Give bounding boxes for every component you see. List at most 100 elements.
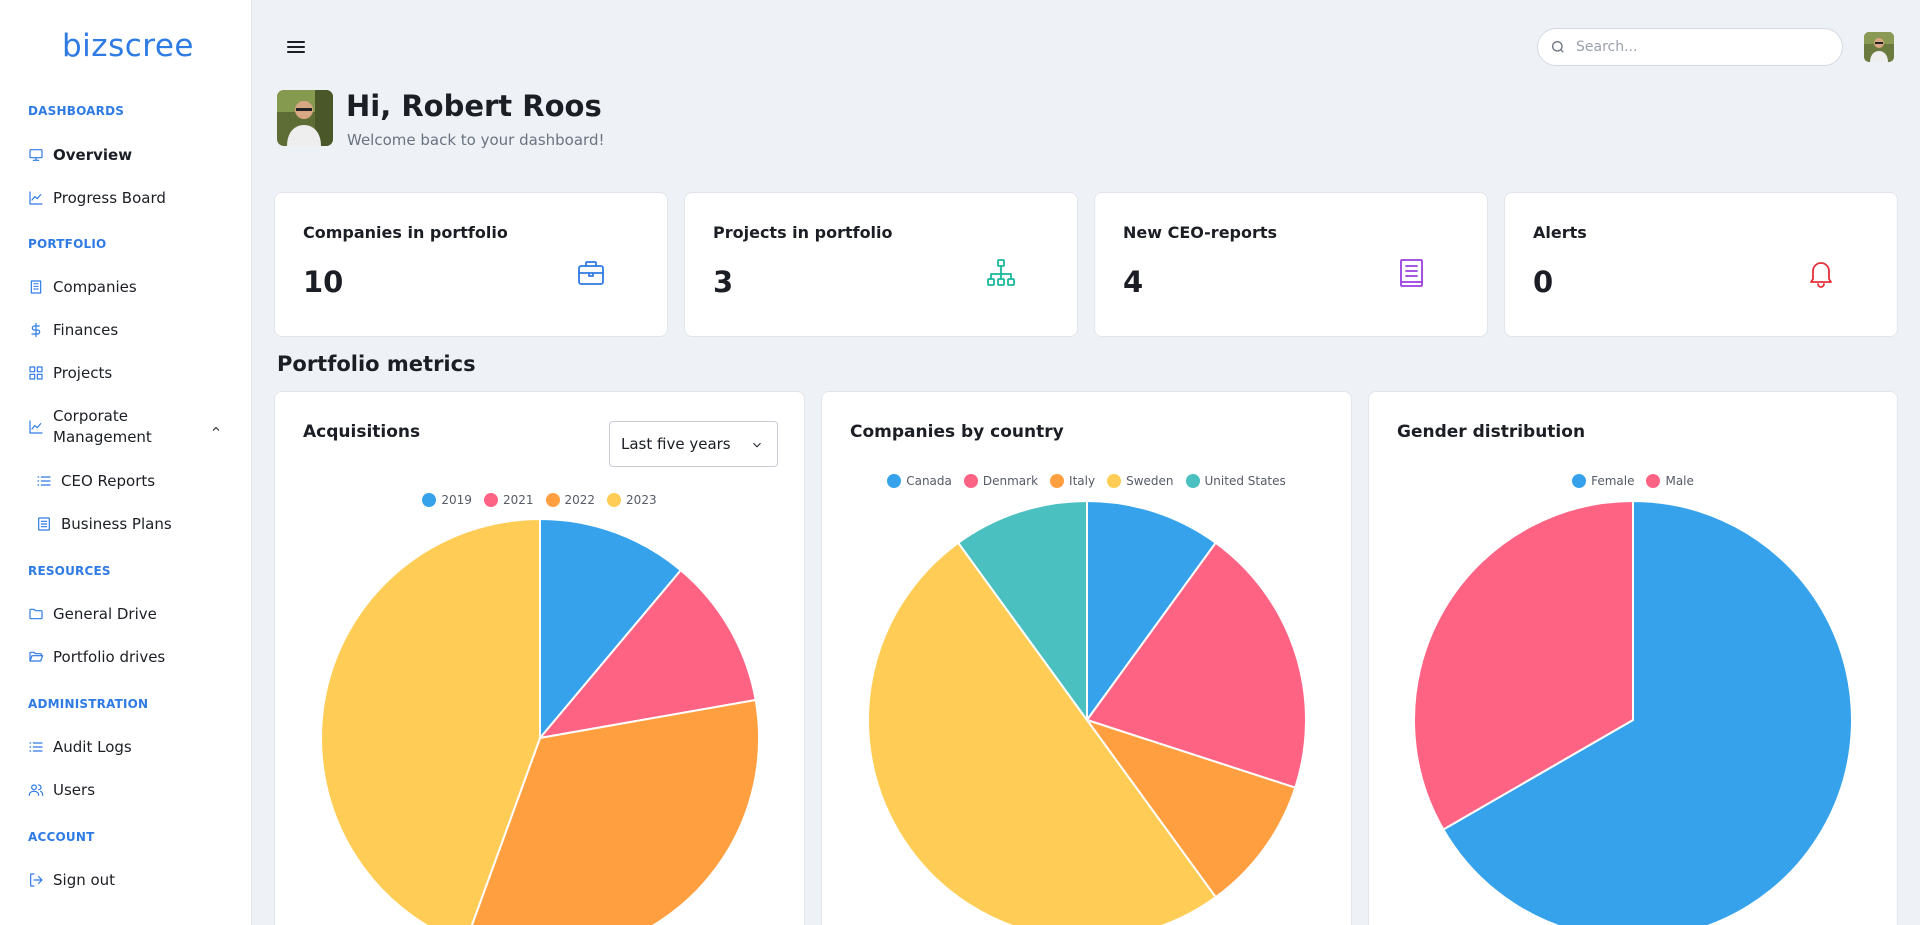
sidebar-item-label: Portfolio drives	[53, 648, 166, 666]
sidebar-item-corporate-management[interactable]: Corporate Management	[28, 404, 188, 450]
chart-card-companies-by-country: Companies by country Canada Denmark Italy S…	[821, 391, 1352, 925]
trend-chart-icon	[28, 419, 44, 435]
chart-legend: Canada Denmark Italy Sweden United States	[822, 474, 1351, 488]
dollar-icon	[28, 322, 44, 338]
app-logo[interactable]: bizscree	[62, 28, 194, 64]
stat-card-ceo-reports: New CEO-reports 4	[1094, 192, 1488, 337]
sidebar-item-companies[interactable]: Companies	[28, 273, 137, 301]
sidebar-item-projects[interactable]: Projects	[28, 359, 112, 387]
legend-swatch	[607, 493, 622, 507]
sidebar-item-label: Sign out	[53, 871, 116, 889]
pie-slice-sweden[interactable]	[867, 541, 1218, 925]
period-select[interactable]: Last five years	[609, 421, 778, 467]
stat-title: Alerts	[1533, 223, 1587, 242]
sidebar-item-business-plans[interactable]: Business Plans	[36, 510, 172, 538]
legend-swatch	[1185, 474, 1200, 488]
legend-item[interactable]: 2019	[422, 493, 472, 507]
search-bar	[1537, 28, 1843, 66]
pie-slice-denmark[interactable]	[1085, 541, 1307, 789]
stat-value: 3	[713, 265, 734, 299]
sidebar-item-sign-out[interactable]: Sign out	[28, 866, 115, 894]
chart-legend: 2019 2021 2022 2023	[275, 493, 804, 507]
search-icon	[1550, 39, 1566, 55]
legend-swatch	[1050, 474, 1065, 488]
legend-item[interactable]: Male	[1646, 474, 1694, 488]
legend-label: Italy	[1069, 474, 1096, 488]
legend-item[interactable]: Sweden	[1107, 474, 1174, 488]
sidebar-item-portfolio-drives[interactable]: Portfolio drives	[28, 643, 165, 671]
sidebar-item-general-drive[interactable]: General Drive	[28, 600, 157, 628]
sidebar-item-label: Finances	[53, 321, 119, 339]
chart-title: Companies by country	[850, 422, 1064, 442]
sign-out-icon	[28, 872, 44, 888]
legend-swatch	[887, 474, 902, 488]
legend-item[interactable]: 2022	[545, 493, 596, 507]
section-portfolio: PORTFOLIO	[28, 237, 107, 251]
pie-slice-canada[interactable]	[1086, 499, 1218, 724]
profile-avatar	[277, 90, 333, 146]
legend-label: 2022	[564, 493, 596, 507]
sidebar-item-label: Corporate Management	[53, 407, 152, 446]
legend-label: 2019	[441, 493, 472, 507]
pie-slice-female[interactable]	[1441, 499, 1853, 925]
chart-card-acquisitions: Acquisitions Last five years 2019 2021 202…	[274, 391, 805, 925]
legend-label: Denmark	[982, 474, 1039, 488]
legend-label: Canada	[906, 474, 952, 488]
pie-slice-italy[interactable]	[1084, 718, 1297, 899]
chart-card-gender-distribution: Gender distribution Female Male	[1368, 391, 1898, 925]
stat-card-alerts: Alerts 0	[1504, 192, 1898, 337]
list-icon	[36, 473, 52, 489]
monitor-icon	[28, 147, 44, 163]
chart-title: Acquisitions	[303, 422, 421, 442]
legend-item[interactable]: United States	[1185, 474, 1286, 488]
legend-swatch	[1107, 474, 1122, 488]
pie-slice-2021[interactable]	[537, 568, 757, 740]
menu-icon[interactable]	[285, 36, 307, 58]
user-avatar[interactable]	[1864, 32, 1894, 62]
pie-chart-acquisitions	[320, 517, 760, 925]
legend-swatch	[963, 474, 978, 488]
users-icon	[28, 782, 44, 798]
legend-item[interactable]: 2021	[483, 493, 534, 507]
sidebar-item-progress-board[interactable]: Progress Board	[28, 184, 166, 212]
legend-swatch	[1572, 474, 1587, 488]
search-input[interactable]	[1576, 39, 1816, 55]
chart-legend: Female Male	[1369, 474, 1897, 488]
pie-slice-2023[interactable]	[320, 517, 541, 925]
stat-title: New CEO-reports	[1123, 223, 1278, 242]
greeting-title: Hi, Robert Roos	[346, 89, 602, 123]
sidebar-item-label: Projects	[53, 364, 113, 382]
legend-item[interactable]: Female	[1572, 474, 1634, 488]
folder-icon	[28, 606, 44, 622]
sidebar-item-ceo-reports[interactable]: CEO Reports	[36, 467, 155, 495]
sidebar-item-label: Overview	[53, 146, 133, 164]
sidebar-item-finances[interactable]: Finances	[28, 316, 118, 344]
legend-item[interactable]: Italy	[1050, 474, 1095, 488]
stat-title: Companies in portfolio	[303, 223, 508, 242]
legend-item[interactable]: 2023	[607, 493, 657, 507]
legend-label: Sweden	[1126, 474, 1174, 488]
pie-slice-2022[interactable]	[465, 698, 760, 925]
chevron-up-icon[interactable]	[210, 420, 222, 432]
legend-item[interactable]: Denmark	[963, 474, 1039, 488]
building-icon	[28, 279, 44, 295]
legend-label: Male	[1665, 474, 1694, 488]
pie-slice-2019[interactable]	[539, 517, 683, 741]
sidebar-item-label: General Drive	[53, 605, 157, 623]
greeting-subtitle: Welcome back to your dashboard!	[347, 131, 605, 149]
sidebar-item-label: Users	[53, 781, 96, 799]
sitemap-icon	[985, 257, 1017, 289]
sidebar-item-audit-logs[interactable]: Audit Logs	[28, 733, 132, 761]
pie-slice-united-states[interactable]	[956, 499, 1088, 724]
legend-item[interactable]: Canada	[887, 474, 952, 488]
stat-value: 4	[1123, 265, 1144, 299]
section-administration: ADMINISTRATION	[28, 697, 149, 711]
sidebar-item-overview[interactable]: Overview	[28, 141, 132, 169]
stat-value: 0	[1533, 265, 1554, 299]
sidebar-item-label: Audit Logs	[53, 738, 132, 756]
sidebar: bizscree DASHBOARDS Overview Progress Bo…	[0, 0, 252, 925]
pie-slice-male[interactable]	[1413, 499, 1634, 831]
legend-swatch	[1646, 474, 1661, 488]
folder-open-icon	[28, 649, 44, 665]
sidebar-item-users[interactable]: Users	[28, 776, 95, 804]
